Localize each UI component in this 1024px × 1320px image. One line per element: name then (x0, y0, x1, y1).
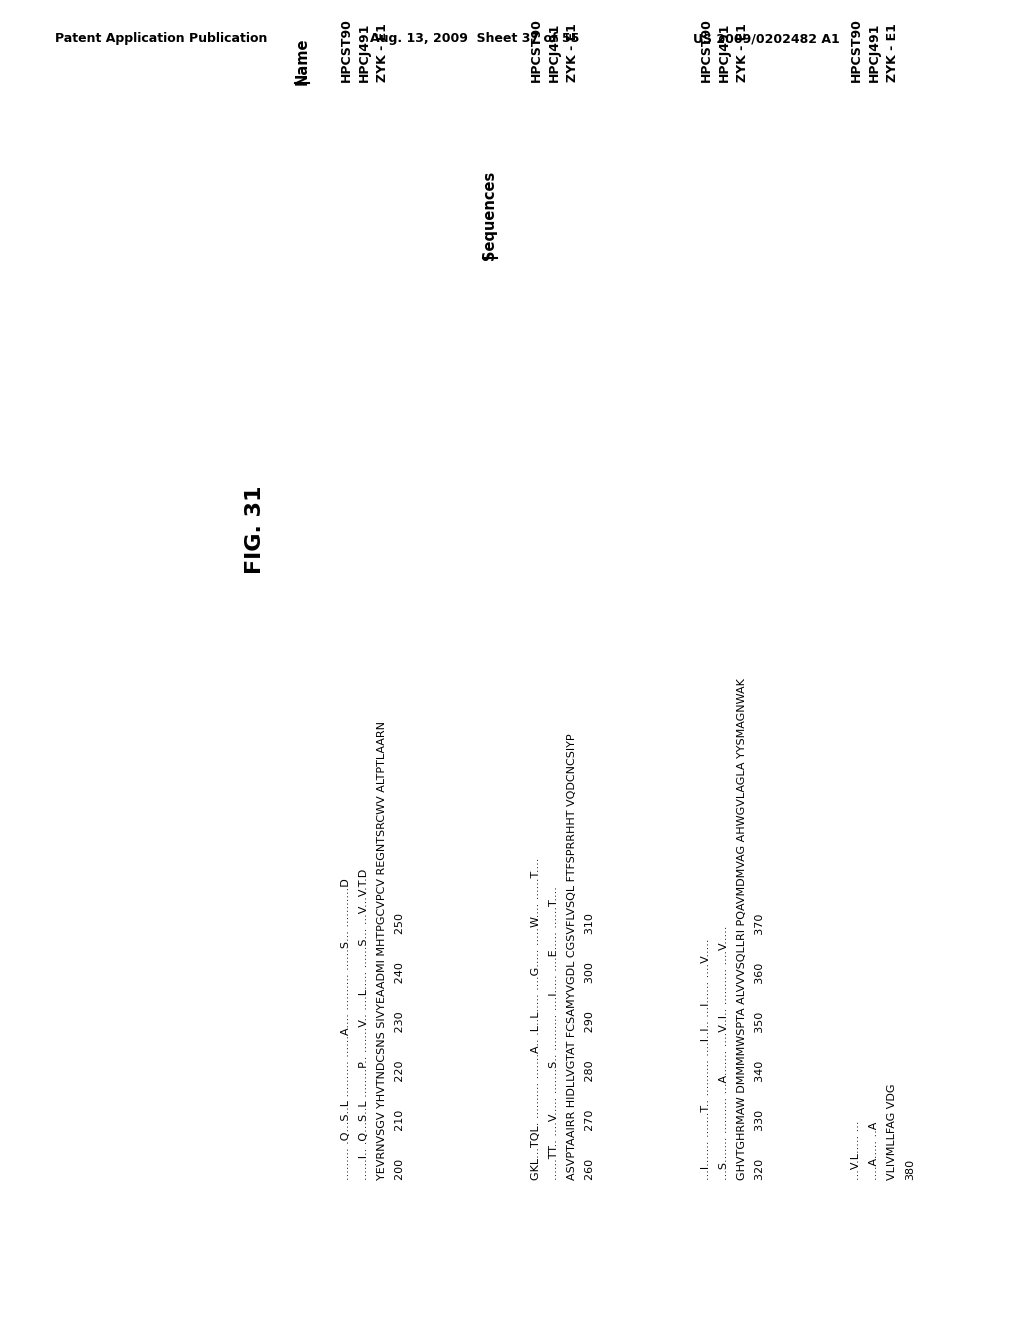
Text: US 2009/0202482 A1: US 2009/0202482 A1 (693, 32, 840, 45)
Text: FIG. 31: FIG. 31 (245, 486, 265, 574)
Text: HPCJ491: HPCJ491 (357, 22, 371, 82)
Text: VLIVMLLFAG VDG: VLIVMLLFAG VDG (887, 1084, 897, 1180)
Text: HPCST90: HPCST90 (850, 18, 862, 82)
Text: 320        330        340        350        360        370: 320 330 340 350 360 370 (755, 913, 765, 1180)
Text: ZYK - E1: ZYK - E1 (376, 24, 388, 82)
Text: ......... .Q...S..L .......... ......A.... .......... ......S... ...........D: ......... .Q...S..L .......... ......A..… (341, 878, 351, 1180)
Text: ZYK - E1: ZYK - E1 (886, 24, 898, 82)
Text: ...I....... .......T.. .......... ....I..I.. ...I...... ....V.....: ...I....... .......T.. .......... ....I.… (701, 939, 711, 1180)
Text: ...V.L..... ...: ...V.L..... ... (851, 1121, 861, 1180)
Text: ...S....... .......... ...A....... ....V..I.. .......... ....V.....: ...S....... .......... ...A....... ....V… (719, 925, 729, 1180)
Text: HPCST90: HPCST90 (340, 18, 352, 82)
Text: HPCJ491: HPCJ491 (548, 22, 560, 82)
Text: ASVPTAAIRR HIDLLVGTAT FCSAMYVGDL CGSVFLVSQL FTFSPRRHHT VQDCNCSIYP: ASVPTAAIRR HIDLLVGTAT FCSAMYVGDL CGSVFLV… (567, 734, 577, 1180)
Text: GKL...TQL. .......... .......A.. .L..L..... ....G..... .....W.... ......T....: GKL...TQL. .......... .......A.. .L..L..… (531, 858, 541, 1180)
Text: ......TT.. ....V..... .......S.. .......... ....I..... ....E..... ......T....: ......TT.. ....V..... .......S.. .......… (549, 886, 559, 1180)
Text: ZYK - E1: ZYK - E1 (735, 24, 749, 82)
Text: HPCJ491: HPCJ491 (867, 22, 881, 82)
Text: 380: 380 (905, 1159, 915, 1180)
Text: Patent Application Publication: Patent Application Publication (55, 32, 267, 45)
Text: YEVRNVSGV YHVTNDCSNS SIVYEAADMI MHTPGCVPCV REGNTSRCWV ALTPTLAARN: YEVRNVSGV YHVTNDCSNS SIVYEAADMI MHTPGCVP… (377, 721, 387, 1180)
Text: ....A..... ..A: ....A..... ..A (869, 1122, 879, 1180)
Text: HPCST90: HPCST90 (699, 18, 713, 82)
Text: HPCST90: HPCST90 (529, 18, 543, 82)
Text: GHVTGHRMAW DMMMMWSPTA ALVVVSQLLRI PQAVMDMVAG AHWGVLAGLA YYSMAGNWAK: GHVTGHRMAW DMMMMWSPTA ALVVVSQLLRI PQAVMD… (737, 678, 746, 1180)
Text: Name: Name (295, 37, 309, 84)
Text: ......I.. .Q...S..L ........P.. .......V.. ....L..... ......S... ...V...V.T.D: ......I.. .Q...S..L ........P.. .......V… (359, 869, 369, 1180)
Text: Sequences: Sequences (482, 170, 498, 260)
Text: ZYK - E1: ZYK - E1 (565, 24, 579, 82)
Text: 200        210        220        230        240        250: 200 210 220 230 240 250 (395, 913, 406, 1180)
Text: 260        270        280        290        300        310: 260 270 280 290 300 310 (585, 913, 595, 1180)
Text: Aug. 13, 2009  Sheet 37 of 55: Aug. 13, 2009 Sheet 37 of 55 (370, 32, 580, 45)
Text: HPCJ491: HPCJ491 (718, 22, 730, 82)
